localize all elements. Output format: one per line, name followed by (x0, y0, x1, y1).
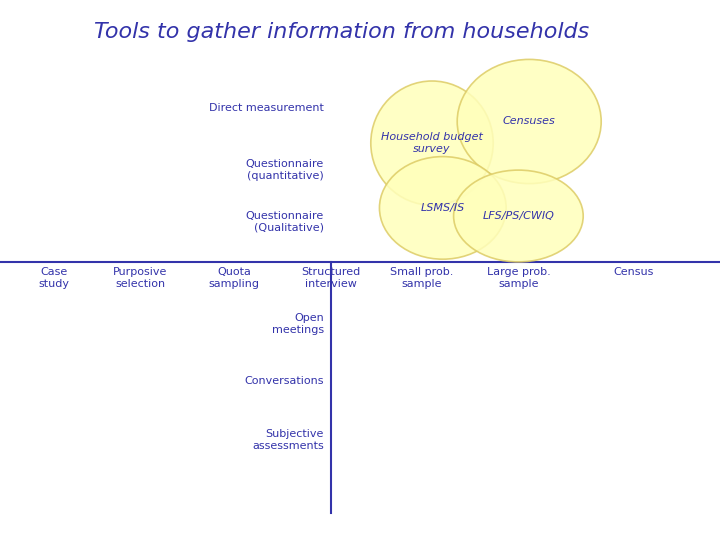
Ellipse shape (371, 81, 493, 205)
Text: Direct measurement: Direct measurement (209, 103, 324, 113)
Text: Censuses: Censuses (503, 117, 556, 126)
Ellipse shape (454, 170, 583, 262)
Text: Open
meetings: Open meetings (272, 313, 324, 335)
Text: Quota
sampling: Quota sampling (209, 267, 259, 289)
Ellipse shape (379, 157, 506, 259)
Text: Structured
interview: Structured interview (302, 267, 361, 289)
Text: Case
study: Case study (38, 267, 70, 289)
Text: Conversations: Conversations (245, 376, 324, 386)
Text: Purposive
selection: Purposive selection (113, 267, 168, 289)
Text: Small prob.
sample: Small prob. sample (390, 267, 453, 289)
Text: Census: Census (613, 267, 654, 278)
Text: Subjective
assessments: Subjective assessments (252, 429, 324, 451)
Text: Questionnaire
(quantitative): Questionnaire (quantitative) (246, 159, 324, 181)
Text: Large prob.
sample: Large prob. sample (487, 267, 550, 289)
Text: Questionnaire
(Qualitative): Questionnaire (Qualitative) (246, 211, 324, 232)
Text: LFS/PS/CWIQ: LFS/PS/CWIQ (482, 211, 554, 221)
Ellipse shape (457, 59, 601, 184)
Text: Household budget
survey: Household budget survey (381, 132, 483, 154)
Text: LSMS/IS: LSMS/IS (420, 203, 465, 213)
Text: Tools to gather information from households: Tools to gather information from househo… (94, 22, 589, 42)
